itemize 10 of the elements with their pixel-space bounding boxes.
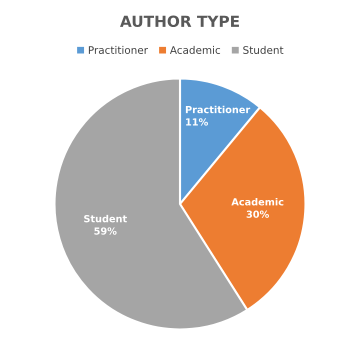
legend-label: Practitioner — [88, 46, 148, 54]
legend-label: Student — [243, 46, 284, 54]
slice-label: Student — [84, 214, 127, 222]
data-label: 30% — [246, 210, 269, 218]
slice-label: Practitioner — [186, 106, 250, 114]
data-label: 11% — [186, 118, 208, 126]
legend-label: Academic — [170, 46, 220, 54]
slice-label: Academic — [231, 198, 284, 206]
data-label: 59% — [94, 227, 117, 235]
chart-title: AUTHOR TYPE — [120, 15, 239, 28]
